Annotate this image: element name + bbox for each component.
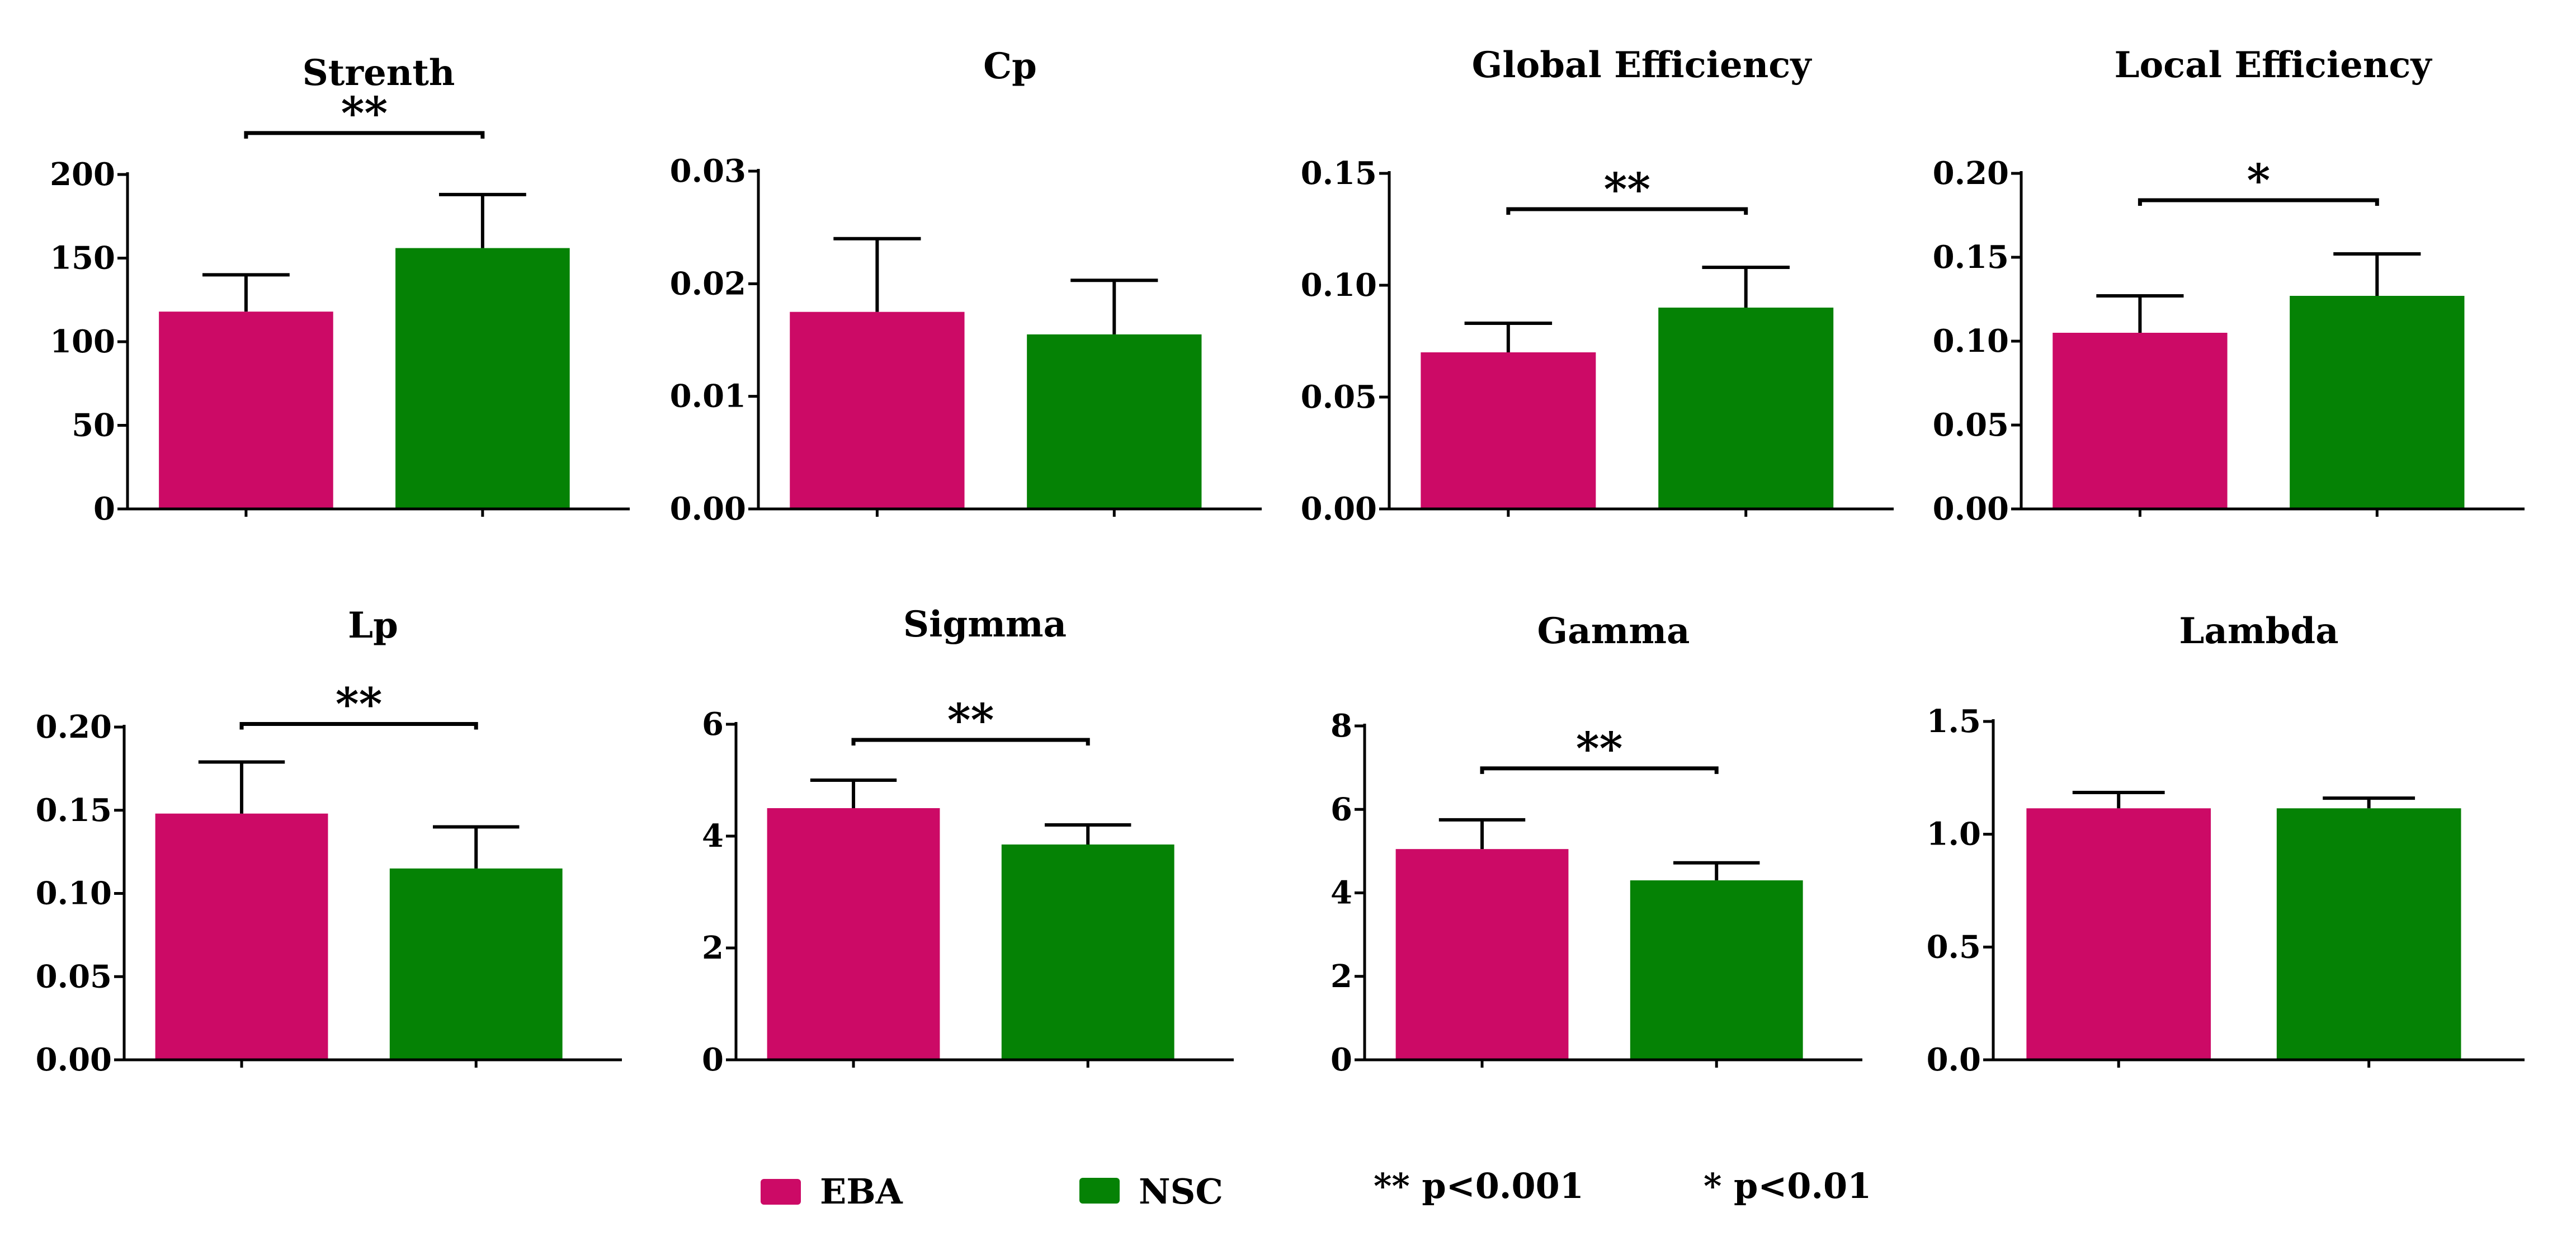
y-tick-label: 0.10 (1301, 267, 1377, 304)
y-tick-label: 0.20 (36, 709, 112, 746)
y-tick-label: 0.03 (670, 153, 746, 190)
bar-eba (2053, 333, 2228, 509)
chart-panel-1: Strenth 0 50 100 150 200 ** (50, 52, 630, 527)
y-tick-label: 6 (1331, 791, 1352, 828)
y-tick-label: 0.10 (36, 875, 112, 912)
chart-title: Lp (348, 605, 398, 647)
y-tick-label: 100 (50, 323, 115, 360)
significance-bracket (2138, 198, 2379, 206)
legend-label-eba: EBA (820, 1171, 903, 1212)
chart-title: Lambda (2179, 610, 2338, 652)
significance-bracket (239, 721, 478, 730)
significance-stars: ** (1603, 163, 1650, 215)
bar-eba (1395, 849, 1569, 1060)
legend-swatch-eba (761, 1179, 801, 1205)
bar-nsc (2290, 296, 2465, 509)
significance-bracket (851, 738, 1090, 746)
chart-panel-5: Lp 0.00 0.05 0.10 0.15 0.20 ** (36, 605, 622, 1078)
y-tick-label: 0 (1331, 1041, 1352, 1078)
chart-title: Local Efficiency (2114, 44, 2432, 86)
y-tick-label: 0.05 (36, 958, 112, 995)
y-tick-label: 1.0 (1927, 816, 1981, 853)
bar-eba (1421, 352, 1596, 509)
chart-title: Sigmma (903, 603, 1067, 645)
bar-nsc (395, 248, 570, 509)
bar-nsc (1630, 880, 1803, 1060)
y-tick-label: 2 (1331, 958, 1352, 995)
legend-swatch-nsc (1079, 1178, 1120, 1204)
chart-panel-4: Local Efficiency 0.00 0.05 0.10 0.15 0.20 * (1933, 44, 2525, 527)
bar-eba (790, 312, 965, 509)
chart-panel-3: Global Efficiency 0.00 0.05 0.10 0.15 ** (1301, 44, 1894, 527)
y-tick-label: 0 (702, 1041, 724, 1078)
bar-eba (2026, 808, 2211, 1060)
significance-bracket (1480, 766, 1719, 774)
y-tick-label: 4 (702, 818, 724, 855)
bar-eba (155, 813, 328, 1060)
y-tick-label: 6 (702, 706, 724, 743)
bar-nsc (1658, 308, 1834, 509)
y-tick-label: 0.00 (1301, 490, 1377, 527)
bar-eba (159, 312, 333, 509)
bar-nsc (1027, 334, 1202, 509)
legend-note-single: * p<0.01 (1704, 1166, 1871, 1206)
y-tick-label: 0.15 (1301, 155, 1377, 192)
chart-panel-2: Cp 0.00 0.01 0.02 0.03 (670, 45, 1262, 527)
significance-stars: ** (336, 677, 383, 730)
bar-nsc (1001, 844, 1174, 1060)
y-tick-label: 1.5 (1927, 703, 1981, 740)
y-tick-label: 2 (702, 930, 724, 966)
y-tick-label: 4 (1331, 875, 1352, 912)
chart-title: Global Efficiency (1472, 44, 1813, 86)
y-tick-label: 0.0 (1927, 1041, 1981, 1078)
legend-label-nsc: NSC (1139, 1171, 1223, 1212)
significance-stars: ** (947, 693, 994, 746)
chart-panels: Strenth050100150200**Cp0.000.010.020.03G… (36, 44, 2525, 1078)
y-tick-label: 0.05 (1933, 407, 2009, 444)
significance-bracket (244, 131, 485, 139)
y-tick-label: 0.20 (1933, 155, 2009, 192)
chart-title: Strenth (303, 52, 455, 94)
y-tick-label: 0.00 (1933, 490, 2009, 527)
y-tick-label: 200 (50, 156, 115, 193)
y-tick-label: 8 (1331, 707, 1352, 744)
significance-stars: ** (1576, 722, 1623, 775)
y-tick-label: 0.5 (1927, 928, 1981, 965)
bar-nsc (2276, 808, 2461, 1060)
y-tick-label: 0.10 (1933, 323, 2009, 360)
chart-title: Cp (983, 45, 1037, 87)
y-tick-label: 0.15 (36, 792, 112, 829)
bar-eba (767, 808, 940, 1060)
legend: EBA NSC ** p<0.001 * p<0.01 (761, 1166, 1871, 1212)
significance-stars: * (2247, 154, 2270, 206)
legend-note-double: ** p<0.001 (1374, 1166, 1584, 1206)
y-tick-label: 0.01 (670, 378, 746, 415)
y-tick-label: 0.15 (1933, 239, 2009, 276)
chart-panel-6: Sigmma 0 2 4 6 ** (702, 603, 1234, 1078)
chart-title: Gamma (1537, 610, 1690, 652)
y-tick-label: 0.00 (670, 490, 746, 527)
y-tick-label: 0 (93, 490, 115, 527)
y-tick-label: 0.05 (1301, 379, 1377, 416)
significance-bracket (1506, 207, 1748, 215)
y-tick-label: 0.00 (36, 1041, 112, 1078)
y-tick-label: 150 (50, 240, 115, 277)
chart-panel-8: Lambda 0.0 0.5 1.0 1.5 (1927, 610, 2525, 1078)
chart-panel-7: Gamma 0 2 4 6 8 ** (1331, 610, 1862, 1078)
y-tick-label: 50 (72, 407, 115, 444)
y-tick-label: 0.02 (670, 265, 746, 302)
bar-nsc (389, 868, 563, 1060)
significance-stars: ** (341, 87, 388, 139)
